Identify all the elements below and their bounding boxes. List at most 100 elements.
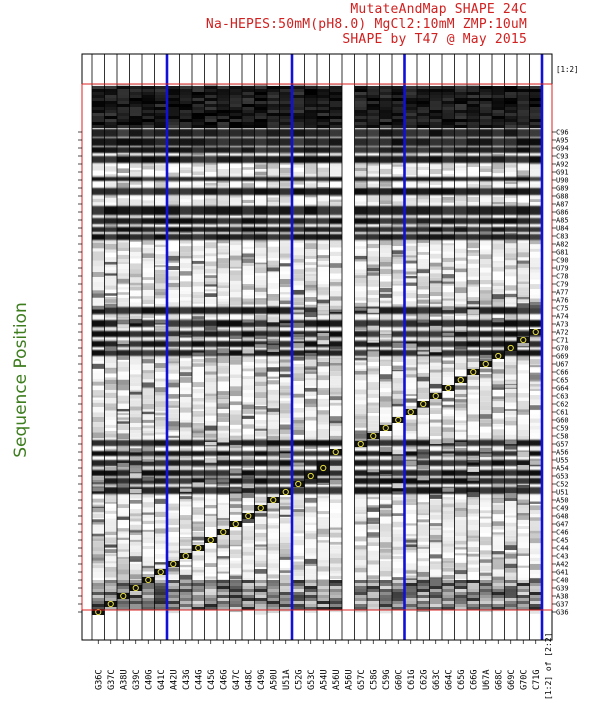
mutation-marker-A42U — [170, 560, 177, 568]
chart-header: MutateAndMap SHAPE 24C Na-HEPES:50mM(pH8… — [0, 0, 612, 50]
heatmap-column-C65G — [454, 84, 467, 611]
row-label-G53: G53 — [556, 473, 569, 481]
row-label-C40: C40 — [556, 577, 569, 585]
column-label-A50U: A50U — [269, 670, 279, 690]
row-label-C71: C71 — [556, 337, 569, 345]
column-label-G60C: G60C — [394, 670, 404, 690]
row-label-A42: A42 — [556, 561, 569, 569]
column-label-C45G: C45G — [207, 670, 217, 690]
row-label-A73: A73 — [556, 321, 569, 329]
row-label-C45: C45 — [556, 537, 569, 545]
mutation-marker-C45G — [207, 536, 214, 544]
heatmap-column-G57C — [354, 84, 367, 613]
column-label-A56U: A56U — [344, 670, 354, 690]
row-label-C59: C59 — [556, 425, 569, 433]
row-label-G60: G60 — [556, 417, 569, 425]
row-label-C63: C63 — [556, 393, 569, 401]
column-label-C65G: C65G — [457, 670, 467, 690]
mutation-marker-U51A — [282, 488, 289, 496]
row-label-G47: G47 — [556, 521, 569, 529]
mutation-marker-A50U — [270, 496, 277, 504]
heatmap-column-G64C — [442, 84, 455, 614]
column-label-G69C: G69C — [507, 670, 517, 690]
column-label-A42U: A42U — [169, 670, 179, 690]
row-label-G39: G39 — [556, 585, 569, 593]
heatmap-column-A56U — [342, 84, 355, 610]
heatmap-column-G37C — [104, 84, 117, 611]
column-label-G53C: G53C — [307, 670, 317, 690]
heatmap-column-A54U — [317, 84, 330, 615]
column-label-C43G: C43G — [182, 670, 192, 690]
row-label-A92: A92 — [556, 161, 569, 169]
mutation-marker-G36C — [95, 608, 102, 616]
row-label-G64: G64 — [556, 385, 569, 393]
mutation-marker-A54U — [320, 464, 327, 472]
row-label-G36: G36 — [556, 609, 569, 617]
mutation-marker-C65G — [457, 376, 464, 384]
heatmap-column-C40G — [142, 84, 155, 612]
row-label-C96: C96 — [556, 129, 569, 137]
mutation-marker-C40G — [145, 576, 152, 584]
column-label-G48C: G48C — [244, 670, 254, 690]
row-label-C90: C90 — [556, 257, 569, 265]
heatmap-column-C52G — [292, 84, 305, 611]
mutation-marker-A38U — [120, 592, 127, 600]
row-label-G37: G37 — [556, 601, 569, 609]
mutation-marker-C46G — [220, 528, 227, 536]
row-label-G48: G48 — [556, 513, 569, 521]
heatmap-column-G70C — [517, 84, 530, 613]
heatmap-column-G53C — [304, 84, 317, 613]
mutation-marker-C43G — [182, 552, 189, 560]
mutation-marker-G63C — [432, 392, 439, 400]
mutation-marker-C44G — [195, 544, 202, 552]
column-label-G64C: G64C — [444, 670, 454, 690]
row-label-A72: A72 — [556, 329, 569, 337]
heatmap-column-C49G — [254, 84, 267, 615]
heatmap-column-C71G — [529, 84, 542, 614]
heatmap-column-C58G — [367, 84, 380, 611]
row-label-A95: A95 — [556, 137, 569, 145]
mutation-marker-C52G — [295, 480, 302, 488]
row-label-C52: C52 — [556, 481, 569, 489]
heatmap-column-G63C — [429, 84, 442, 611]
row-label-C83: C83 — [556, 233, 569, 241]
heatmap-column-C66G — [467, 84, 480, 611]
mutation-marker-G47C — [232, 520, 239, 528]
row-label-C49: C49 — [556, 505, 569, 513]
row-label-U90: U90 — [556, 177, 569, 185]
column-label-C58G: C58G — [369, 670, 379, 690]
mutation-marker-G64C — [445, 384, 452, 392]
row-label-A54: A54 — [556, 465, 569, 473]
row-label-C65: C65 — [556, 377, 569, 385]
column-label-G39C: G39C — [132, 670, 142, 690]
mutation-marker-G70C — [520, 336, 527, 344]
column-label-U51A: U51A — [282, 670, 292, 690]
row-label-C44: C44 — [556, 545, 569, 553]
column-label-C46G: C46G — [219, 670, 229, 690]
mutation-marker-C62G — [420, 400, 427, 408]
row-label-C43: C43 — [556, 553, 569, 561]
row-label-G70: G70 — [556, 345, 569, 353]
row-label-A77: A77 — [556, 289, 569, 297]
page-label: [1:2] of [2:2] — [544, 633, 553, 700]
heatmap-column-G68C — [492, 84, 505, 612]
heatmap-column-C43G — [179, 84, 192, 611]
heatmap-column-G39C — [129, 84, 142, 611]
mutation-marker-G53C — [307, 472, 314, 480]
column-label-U67A: U67A — [482, 670, 492, 690]
row-label-G81: G81 — [556, 249, 569, 257]
column-label-G41C: G41C — [157, 670, 167, 690]
column-label-G63C: G63C — [432, 670, 442, 690]
column-label-G57C: G57C — [357, 670, 367, 690]
mutation-marker-G39C — [132, 584, 139, 592]
column-label-G70C: G70C — [519, 670, 529, 690]
row-label-G94: G94 — [556, 145, 569, 153]
heatmap-column-C59G — [379, 84, 392, 614]
column-label-C59G: C59G — [382, 670, 392, 690]
column-label-C66G: C66G — [469, 670, 479, 690]
row-label-G57: G57 — [556, 441, 569, 449]
heatmap-column-U67A — [479, 84, 492, 613]
heatmap-column-C46G — [217, 84, 230, 611]
heatmap-column-G41C — [154, 84, 167, 613]
